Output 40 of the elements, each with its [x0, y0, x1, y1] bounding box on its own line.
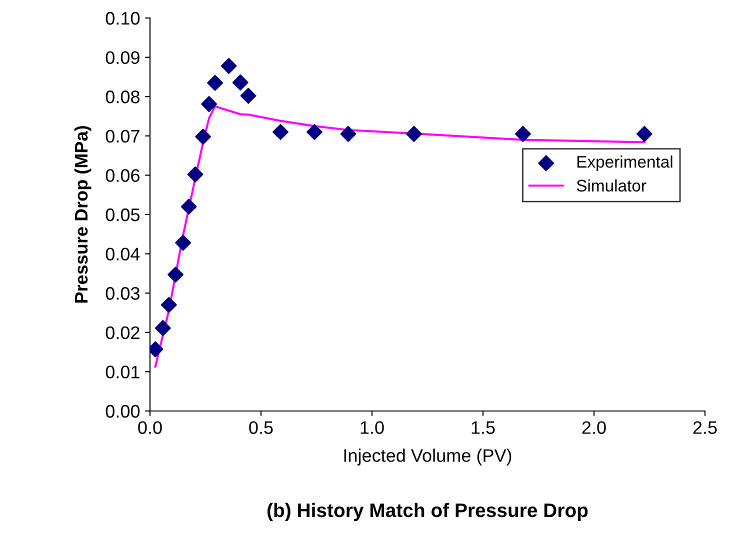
x-tick-label: 2.5 [693, 421, 717, 434]
y-tick-label: 0.06 [106, 169, 140, 182]
x-axis-title: Injected Volume (PV) [344, 448, 512, 466]
point [220, 58, 237, 74]
point [154, 320, 171, 336]
y-tick-label: 0.02 [106, 326, 140, 340]
point [187, 166, 204, 182]
point [232, 74, 248, 90]
point [168, 266, 184, 283]
point [175, 234, 192, 251]
y-tick-label: 0.01 [106, 366, 140, 378]
y-axis-title: Pressure Drop (MPa) [74, 126, 92, 303]
y-tick-label: 0.08 [106, 90, 140, 104]
point [340, 126, 356, 142]
x-tick-label: 0.5 [249, 421, 273, 434]
y-tick-label: 0.04 [106, 248, 140, 261]
legend-label: Experimental [577, 155, 672, 172]
y-tick-label: 0.10 [106, 12, 140, 25]
point [514, 126, 531, 142]
y-tick-label: 0.03 [106, 287, 140, 300]
point [636, 126, 652, 142]
point [207, 74, 224, 91]
x-tick-label: 1.0 [360, 421, 384, 434]
y-tick-label: 0.00 [106, 404, 140, 418]
x-tick-label: 0.0 [138, 421, 162, 434]
point [240, 88, 256, 104]
point [195, 128, 212, 145]
point [272, 124, 289, 140]
point [180, 198, 197, 215]
x-tick-label: 1.5 [472, 421, 495, 434]
point [160, 296, 177, 313]
legend-label: Simulator [576, 179, 646, 192]
y-tick-label: 0.07 [106, 130, 140, 143]
y-tick-label: 0.09 [106, 51, 140, 64]
point [406, 126, 422, 142]
x-tick-label: 2.0 [582, 421, 606, 434]
point [306, 124, 322, 140]
y-tick-label: 0.05 [106, 208, 140, 222]
text: (b) History Match of Pressure Drop [267, 502, 588, 522]
point [201, 96, 218, 112]
